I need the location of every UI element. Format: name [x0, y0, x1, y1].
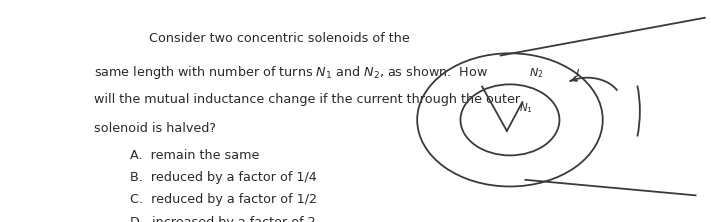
Text: $I$: $I$ [575, 67, 580, 79]
Text: same length with number of turns $N_1$ and $N_2$, as shown.  How: same length with number of turns $N_1$ a… [95, 64, 488, 81]
Text: Consider two concentric solenoids of the: Consider two concentric solenoids of the [149, 32, 410, 45]
Text: A.  remain the same: A. remain the same [130, 149, 260, 162]
Text: solenoid is halved?: solenoid is halved? [95, 122, 216, 135]
Text: D.  increased by a factor of 2: D. increased by a factor of 2 [130, 216, 316, 222]
Text: C.  reduced by a factor of 1/2: C. reduced by a factor of 1/2 [130, 193, 317, 206]
Text: will the mutual inductance change if the current through the outer: will the mutual inductance change if the… [95, 93, 520, 106]
Text: $N_2$: $N_2$ [528, 66, 543, 80]
Text: B.  reduced by a factor of 1/4: B. reduced by a factor of 1/4 [130, 171, 317, 184]
Text: $N_1$: $N_1$ [519, 102, 533, 115]
